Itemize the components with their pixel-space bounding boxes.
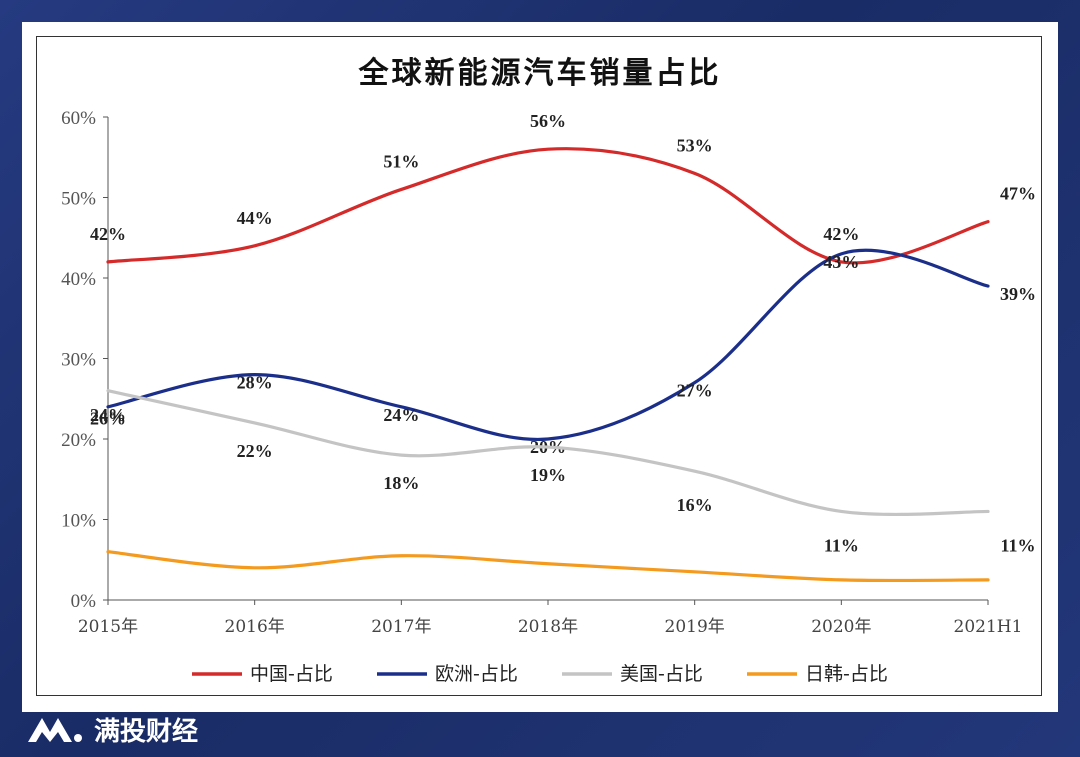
y-tick-label: 10% — [61, 511, 96, 532]
series-line-3 — [106, 550, 990, 583]
data-label: 26% — [90, 409, 126, 429]
data-label: 43% — [823, 252, 859, 272]
y-tick-label: 50% — [61, 189, 96, 210]
data-label: 39% — [1000, 284, 1036, 304]
x-tick-label: 2018年 — [518, 617, 578, 637]
data-label: 42% — [823, 224, 859, 244]
legend-label: 美国-占比 — [620, 663, 703, 685]
y-tick-label: 20% — [61, 430, 96, 451]
data-label: 18% — [383, 473, 419, 493]
y-tick-label: 0% — [71, 591, 97, 612]
line-chart: 0% 10% 20% 30% 40% 50% 60% 2015年 2016年 2017年 2018年… — [61, 108, 1036, 685]
data-label: 19% — [530, 465, 566, 485]
x-tick-label: 2019年 — [665, 617, 725, 637]
series-line-0 — [106, 147, 990, 265]
data-label: 56% — [530, 111, 566, 131]
x-tick-label: 2015年 — [78, 617, 138, 637]
y-tick-label: 60% — [61, 108, 96, 129]
data-label: 51% — [383, 151, 419, 171]
data-label: 27% — [677, 381, 713, 401]
brand-name: 满投财经 — [94, 716, 199, 747]
x-tick-label: 2021H1 — [954, 617, 1023, 637]
brand-logo-icon — [28, 718, 82, 742]
data-label: 11% — [1000, 535, 1035, 555]
data-label: 24% — [383, 405, 419, 425]
data-label: 24% — [90, 405, 126, 425]
data-label: 42% — [90, 224, 126, 244]
chart-title: 全球新能源汽车销量占比 — [358, 56, 722, 91]
data-label: 11% — [824, 535, 859, 555]
data-label: 44% — [237, 208, 273, 228]
y-tick-label: 30% — [61, 350, 96, 371]
data-label: 28% — [237, 373, 273, 393]
data-label: 16% — [677, 495, 713, 515]
chart-frame — [36, 36, 1042, 696]
x-tick-label: 2020年 — [811, 617, 871, 637]
legend-label: 欧洲-占比 — [435, 663, 518, 685]
y-tick-label: 40% — [61, 269, 96, 290]
x-tick-label: 2016年 — [225, 617, 285, 637]
x-tick-label: 2017年 — [371, 617, 431, 637]
chart-card: 全球新能源汽车销量占比 0% 10% 20% 30% 40% 50% 60% 2015年 201… — [22, 22, 1058, 712]
legend-label: 日韩-占比 — [805, 663, 888, 685]
series-line-2 — [106, 389, 990, 517]
series-line-1 — [106, 248, 990, 442]
legend-label: 中国-占比 — [250, 663, 333, 685]
data-label: 47% — [1000, 184, 1036, 204]
footer: 满投财经 — [26, 712, 199, 747]
data-label: 22% — [237, 441, 273, 461]
data-label: 53% — [677, 135, 713, 155]
